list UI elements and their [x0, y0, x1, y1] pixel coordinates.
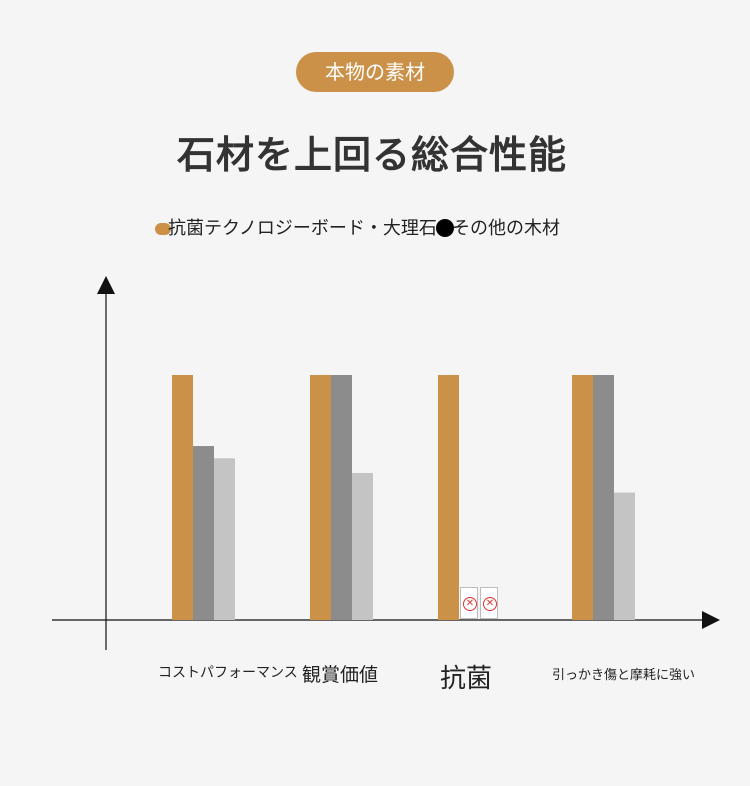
- legend-item-label: 抗菌テクノロジーボード・大理石: [168, 218, 437, 239]
- bar-series-0-cat-2: [438, 375, 459, 620]
- bar-series-0-cat-0: [172, 375, 193, 620]
- page-title: 石材を上回る総合性能: [176, 133, 567, 177]
- x-tick-label: コストパフォーマンス: [158, 665, 298, 681]
- x-tick-label: 観賞価値: [302, 664, 379, 686]
- x-tick-label: 抗菌: [440, 664, 493, 694]
- bar-series-1-cat-1: [331, 375, 352, 620]
- close-circle-icon: ✕: [460, 587, 478, 619]
- x-tick-label: 引っかき傷と摩耗に強い: [552, 668, 696, 683]
- bar-series-2-cat-0: [214, 458, 235, 620]
- bar-series-2-cat-3: [614, 492, 635, 620]
- bar-series-2-cat-1: [352, 473, 373, 620]
- bar-series-0-cat-1: [310, 375, 331, 620]
- legend-item-label: その他の木材: [452, 218, 560, 239]
- legend-swatch-orange: [155, 223, 171, 235]
- legend-swatch-black: [436, 219, 454, 237]
- y-axis-arrow-icon: [97, 276, 115, 294]
- bar-series-0-cat-3: [572, 375, 593, 620]
- bar-series-1-cat-3: [593, 375, 614, 620]
- bar-series-1-cat-0: [193, 446, 214, 620]
- x-axis-arrow-icon: [702, 611, 720, 629]
- close-circle-icon: ✕: [480, 587, 498, 619]
- category-pill: 本物の素材: [296, 52, 454, 92]
